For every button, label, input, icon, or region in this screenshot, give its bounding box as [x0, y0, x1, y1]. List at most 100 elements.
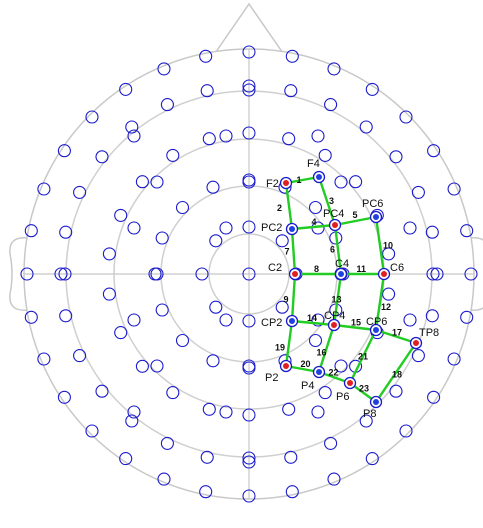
grid-electrode — [155, 231, 169, 245]
edge-9 — [290, 272, 297, 323]
grid-electrode — [318, 386, 332, 400]
electrode-dot — [381, 271, 387, 277]
grid-electrode — [464, 267, 478, 281]
grid-electrode — [324, 98, 338, 112]
electrode-label-c2: C2 — [268, 262, 282, 274]
grid-electrode — [24, 310, 38, 324]
grid-electrode — [389, 150, 403, 164]
electrode-cp2 — [285, 314, 299, 328]
grid-electrode — [199, 485, 213, 499]
edge-21 — [348, 328, 378, 385]
grid-electrode — [58, 267, 72, 281]
edge-label-16: 16 — [317, 348, 327, 358]
grid-electrode — [447, 352, 461, 366]
grid-electrode — [150, 175, 164, 189]
grid-electrode — [135, 359, 149, 373]
electrode-label-cp6: CP6 — [366, 316, 387, 328]
electrode-dot — [332, 222, 338, 228]
grid-electrode — [125, 120, 139, 134]
grid-electrode — [365, 452, 379, 466]
grid-electrode — [57, 390, 71, 404]
edge-label-8: 8 — [314, 264, 319, 274]
grid-electrode — [157, 62, 171, 76]
grid-electrode — [127, 313, 141, 327]
electrode-label-cp4: CP4 — [324, 310, 345, 322]
grid-electrode — [282, 402, 296, 416]
grid-electrode — [155, 303, 169, 317]
edge-14 — [290, 319, 336, 327]
edge-17 — [374, 328, 418, 345]
electrode-dot — [347, 380, 353, 386]
grid-electrode — [359, 414, 373, 428]
electrode-dot — [331, 322, 337, 328]
grid-electrode — [242, 83, 256, 97]
grid-electrode — [200, 84, 214, 98]
grid-electrode — [85, 424, 99, 438]
edge-label-20: 20 — [301, 359, 311, 369]
grid-electrode — [95, 384, 109, 398]
grid-electrode — [242, 220, 256, 234]
grid-electrode — [209, 234, 223, 248]
grid-electrode — [200, 450, 214, 464]
grid-electrode — [365, 82, 379, 96]
grid-electrode — [57, 144, 71, 158]
electrode-dot — [338, 271, 344, 277]
edge-6 — [333, 223, 343, 276]
grid-electrode — [114, 208, 128, 222]
electrode-label-p4: P4 — [301, 380, 314, 392]
electrode-label-p8: P8 — [363, 408, 376, 420]
electrode-p4 — [312, 365, 326, 379]
edge-5 — [333, 215, 378, 227]
grid-electrode — [327, 62, 341, 76]
grid-electrode — [427, 144, 441, 158]
grid-electrode — [59, 309, 73, 323]
grid-electrode — [199, 49, 213, 63]
grid-electrode — [359, 120, 373, 134]
grid-electrode — [127, 129, 141, 143]
electrode-label-pc2: PC2 — [261, 222, 282, 234]
grid-electrode — [209, 300, 223, 314]
grid-electrode — [219, 129, 233, 143]
electrode-p2 — [279, 359, 293, 373]
electrode-label-tp8: TP8 — [419, 327, 439, 339]
grid-electrode — [102, 247, 116, 261]
edge-4 — [290, 223, 337, 231]
electrode-dot — [289, 318, 295, 324]
grid-electrode — [334, 359, 348, 373]
grid-electrode — [427, 390, 441, 404]
scalp-outline — [9, 2, 483, 500]
grid-electrode — [157, 472, 171, 486]
grid-electrode — [242, 45, 256, 59]
electrode-label-c4: C4 — [335, 258, 349, 270]
edge-label-1: 1 — [297, 175, 302, 185]
edge-label-22: 22 — [329, 368, 339, 378]
grid-electrode — [242, 408, 256, 422]
grid-electrode — [160, 98, 174, 112]
edge-19 — [284, 319, 294, 368]
grid-electrode — [308, 333, 323, 348]
electrode-cp4 — [327, 318, 341, 332]
edge-label-10: 10 — [383, 241, 393, 251]
grid-electrode — [411, 349, 425, 363]
edge-label-21: 21 — [358, 352, 368, 362]
electrode-pc2 — [285, 222, 299, 236]
grid-electrode — [411, 185, 425, 199]
grid-electrode — [308, 200, 323, 215]
grid-electrode — [135, 175, 149, 189]
grid-electrode — [284, 84, 298, 98]
electrode-dot — [316, 369, 322, 375]
grid-electrode — [349, 175, 363, 189]
grid-electrode — [219, 221, 233, 235]
edge-label-23: 23 — [359, 384, 369, 394]
electrode-label-cp2: CP2 — [261, 317, 282, 329]
electrode-c6 — [377, 267, 391, 281]
electrode-label-pc6: PC6 — [362, 198, 383, 210]
grid-electrode — [20, 267, 34, 281]
electrode-dot — [283, 363, 289, 369]
edge-label-6: 6 — [330, 245, 335, 255]
edge-13 — [332, 272, 343, 327]
grid-electrode — [119, 82, 133, 96]
edge-label-7: 7 — [285, 247, 290, 257]
edge-15 — [332, 323, 378, 332]
